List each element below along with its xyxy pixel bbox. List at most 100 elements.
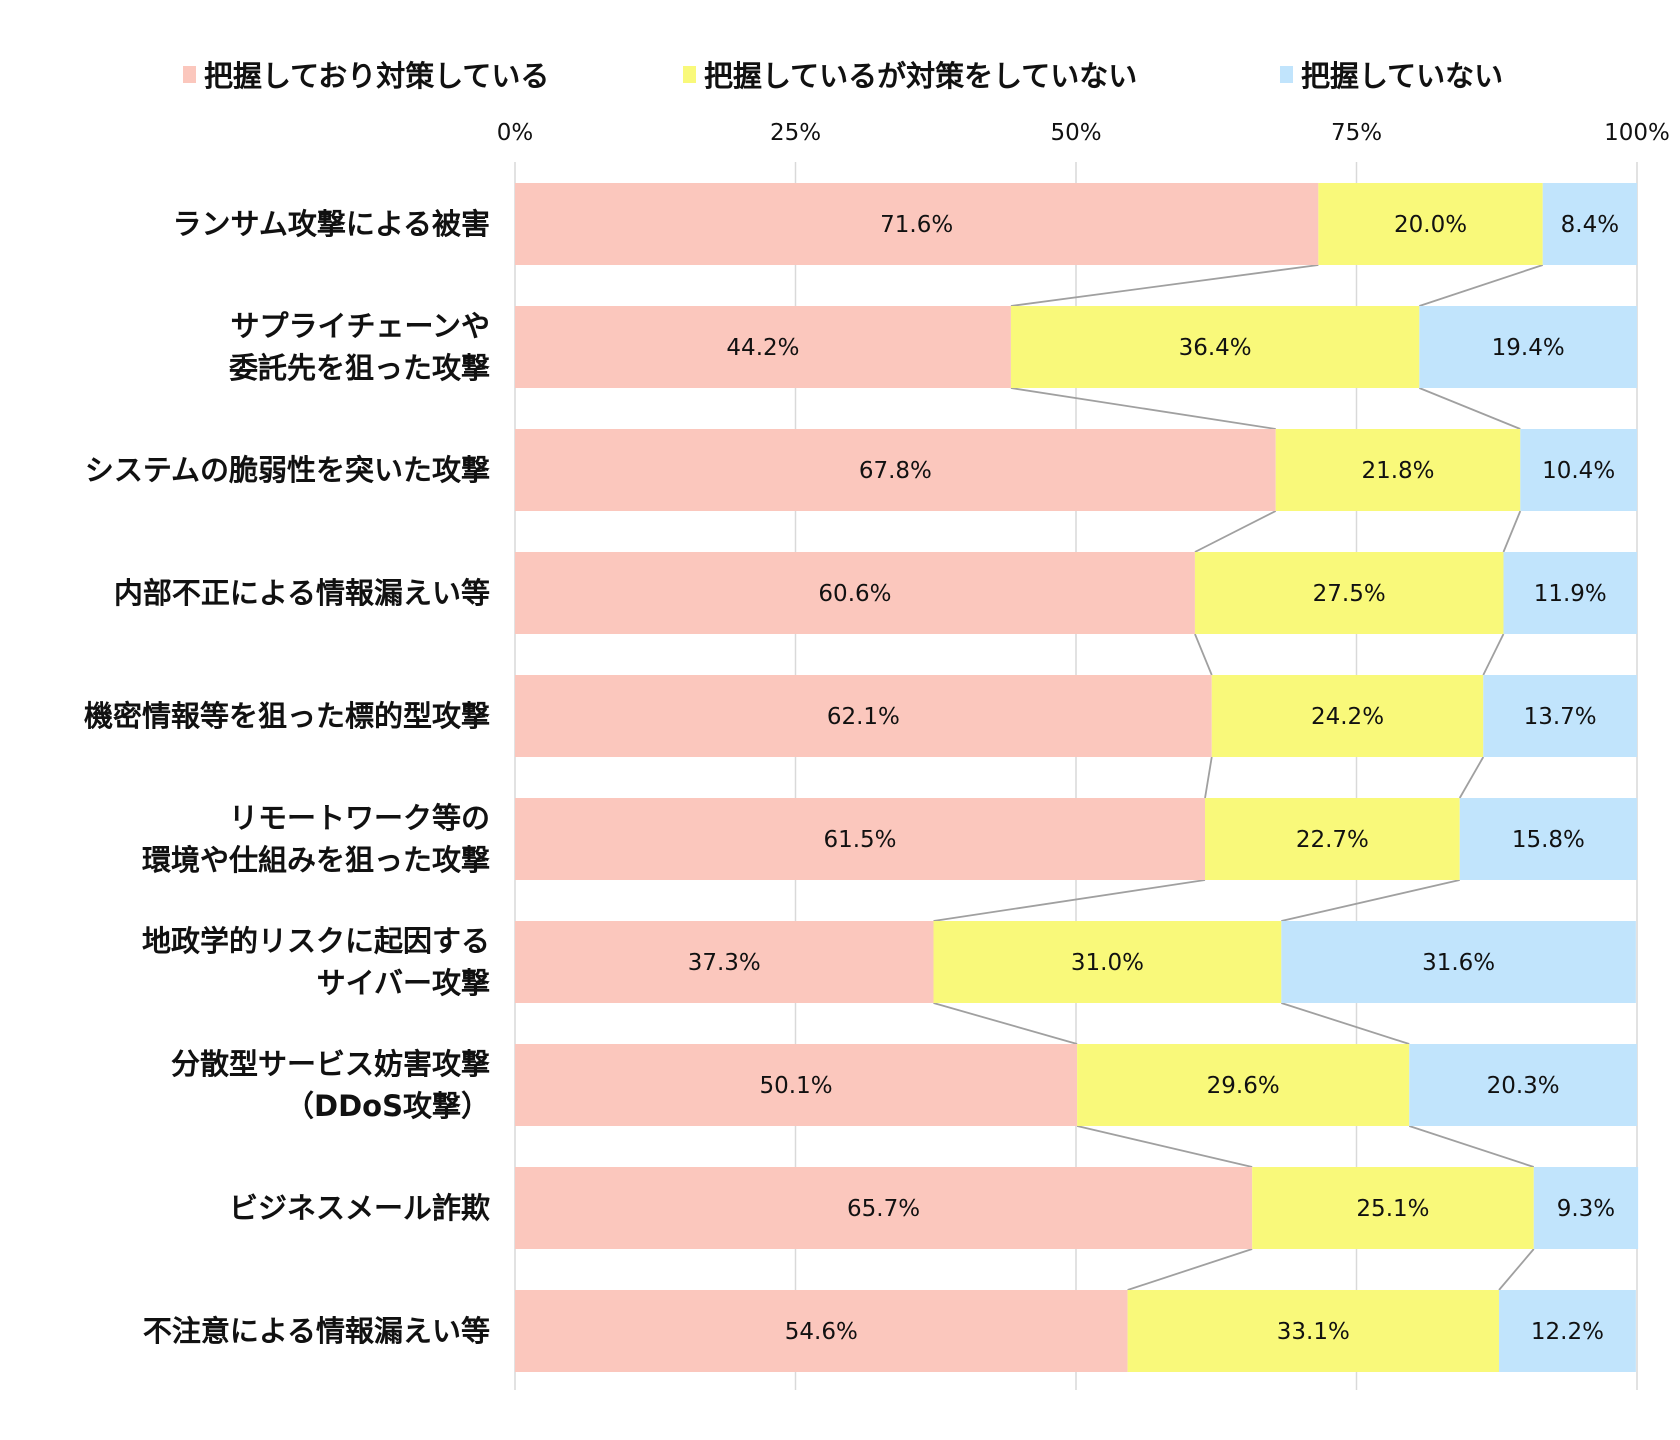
category-label: サプライチェーンや — [230, 309, 490, 343]
series-line — [1408, 1125, 1535, 1168]
category-labels: ランサム攻撃による被害サプライチェーンや委託先を狙った攻撃システムの脆弱性を突い… — [84, 207, 490, 1348]
bar-segment — [933, 921, 1282, 1003]
bar-segment — [1498, 1290, 1636, 1372]
legend-label: 把握しているが対策をしていない — [704, 59, 1137, 93]
category-label: ビジネスメール詐欺 — [229, 1191, 490, 1225]
bar-segment — [515, 306, 1011, 388]
bar-segment — [1419, 306, 1637, 388]
series-lines — [933, 264, 1544, 1291]
bar-segment — [515, 798, 1206, 880]
bar-segment — [515, 1167, 1253, 1249]
data-label: 25.1% — [1356, 1196, 1429, 1222]
data-label: 65.7% — [847, 1196, 920, 1222]
bar-segment — [1275, 429, 1521, 511]
bar-segment — [515, 1044, 1078, 1126]
series-line — [1010, 387, 1276, 430]
data-label: 12.2% — [1531, 1319, 1604, 1345]
tick-label: 75% — [1331, 120, 1382, 146]
data-label: 37.3% — [688, 950, 761, 976]
data-label: 8.4% — [1561, 212, 1619, 238]
series-line — [1418, 387, 1521, 430]
legend-swatch — [183, 66, 196, 83]
legend-swatch — [683, 66, 696, 83]
legend-swatch — [1280, 66, 1293, 83]
bar-segment — [515, 675, 1212, 757]
bar-segment — [1520, 429, 1637, 511]
legend-label: 把握しており対策している — [204, 59, 549, 93]
series-line — [1502, 510, 1522, 553]
bar-segment — [515, 183, 1319, 265]
data-label: 20.3% — [1487, 1073, 1560, 1099]
bar-segment — [1409, 1044, 1637, 1126]
bar-segment — [1503, 552, 1637, 634]
series-line — [1204, 756, 1213, 799]
bar-segment — [515, 429, 1276, 511]
tick-label: 50% — [1050, 120, 1101, 146]
series-line — [1281, 1002, 1410, 1045]
series-line — [1194, 510, 1277, 553]
data-label: 61.5% — [823, 827, 896, 853]
category-label: 内部不正による情報漏えい等 — [114, 576, 490, 610]
data-label: 11.9% — [1534, 581, 1607, 607]
data-label: 9.3% — [1557, 1196, 1615, 1222]
bar-segment — [1211, 675, 1484, 757]
series-line — [1281, 879, 1460, 922]
series-line — [933, 1002, 1078, 1045]
bar-segment — [1077, 1044, 1410, 1126]
bar-segment — [1542, 183, 1637, 265]
bars: 71.6% 20.0% 8.4% 44.2% 36.4% 19.4% 67.8% 21.8% 1… — [515, 183, 1639, 1372]
data-label: 21.8% — [1361, 458, 1434, 484]
data-label: 10.4% — [1542, 458, 1615, 484]
bar-segment — [515, 552, 1195, 634]
data-label: 71.6% — [880, 212, 953, 238]
category-label: リモートワーク等の — [229, 801, 490, 835]
bar-segment — [1483, 675, 1637, 757]
series-line — [1458, 756, 1485, 799]
category-label: 環境や仕組みを狙った攻撃 — [142, 843, 490, 877]
category-label: 分散型サービス妨害攻撃 — [171, 1047, 490, 1081]
bar-segment — [1318, 183, 1543, 265]
series-line — [1194, 633, 1213, 676]
category-label: 委託先を狙った攻撃 — [229, 351, 490, 385]
category-label: 不注意による情報漏えい等 — [143, 1314, 490, 1348]
bar-segment — [1252, 1167, 1534, 1249]
bar-segment — [1459, 798, 1637, 880]
x-axis-ticks: 0% 25% 50% 75% 100% — [497, 120, 1670, 146]
bar-segment — [1127, 1290, 1499, 1372]
data-label: 60.6% — [818, 581, 891, 607]
tick-label: 25% — [770, 120, 821, 146]
data-label: 15.8% — [1512, 827, 1585, 853]
bar-segment — [1010, 306, 1420, 388]
category-label: 地政学的リスクに起因する — [142, 924, 490, 958]
series-line — [1498, 1248, 1535, 1291]
bar-segment — [1281, 921, 1636, 1003]
bar-segment — [1194, 552, 1504, 634]
data-label: 31.0% — [1071, 950, 1144, 976]
legend: 把握しており対策している 把握しているが対策をしていない 把握していない — [183, 59, 1503, 93]
legend-label: 把握していない — [1301, 59, 1503, 93]
data-label: 44.2% — [726, 335, 799, 361]
data-label: 67.8% — [859, 458, 932, 484]
series-line — [1076, 1125, 1253, 1168]
data-label: 24.2% — [1311, 704, 1384, 730]
bar-segment — [1533, 1167, 1639, 1249]
data-label: 50.1% — [760, 1073, 833, 1099]
category-label: ランサム攻撃による被害 — [172, 207, 490, 241]
series-line — [1419, 264, 1544, 307]
series-line — [1482, 633, 1505, 676]
data-label: 29.6% — [1207, 1073, 1280, 1099]
data-label: 54.6% — [785, 1319, 858, 1345]
data-label: 36.4% — [1179, 335, 1252, 361]
category-label: 機密情報等を狙った標的型攻撃 — [84, 699, 490, 733]
data-label: 20.0% — [1394, 212, 1467, 238]
category-label: サイバー攻撃 — [317, 966, 490, 1000]
bar-segment — [1205, 798, 1460, 880]
series-line — [933, 879, 1206, 922]
category-label: （DDoS攻撃） — [285, 1089, 490, 1123]
data-label: 22.7% — [1296, 827, 1369, 853]
bar-segment — [515, 921, 934, 1003]
data-label: 19.4% — [1492, 335, 1565, 361]
category-label: システムの脆弱性を突いた攻撃 — [85, 453, 490, 487]
series-line — [1127, 1248, 1253, 1291]
